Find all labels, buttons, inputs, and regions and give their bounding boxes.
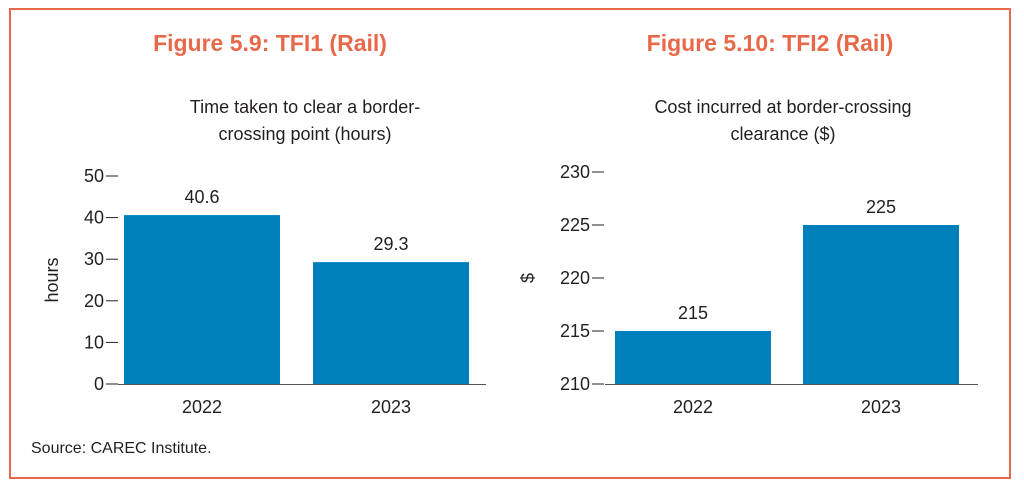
x-tick-label: 2022 (182, 397, 222, 417)
figure-frame (9, 8, 1011, 479)
y-tick-label: 50 (84, 166, 104, 186)
x-tick-label: 2023 (861, 397, 901, 417)
y-tick-label: 40 (84, 208, 104, 228)
y-tick-label: 30 (84, 249, 104, 269)
y-axis-label: $ (518, 273, 538, 283)
y-axis-label: hours (42, 257, 62, 302)
y-tick-label: 215 (560, 321, 590, 341)
chart-subtitle-right: Cost incurred at border-crossing clearan… (654, 97, 912, 144)
figure-title-right: Figure 5.10: TFI2 (Rail) (646, 30, 894, 56)
y-tick-label: 10 (84, 332, 104, 352)
figure-title-left: Figure 5.9: TFI1 (Rail) (153, 30, 387, 56)
bar (313, 262, 469, 384)
source-note: Source: CAREC Institute. (31, 440, 212, 457)
data-label: 215 (678, 303, 708, 323)
y-tick-label: 20 (84, 291, 104, 311)
data-label: 40.6 (184, 187, 219, 207)
x-tick-label: 2023 (371, 397, 411, 417)
y-tick-label: 230 (560, 162, 590, 182)
y-tick-label: 225 (560, 215, 590, 235)
bar (803, 225, 959, 384)
bar (124, 215, 280, 384)
chart-subtitle-left: Time taken to clear a border-crossing po… (189, 97, 421, 144)
data-label: 29.3 (373, 234, 408, 254)
y-tick-label: 0 (94, 374, 104, 394)
x-tick-label: 2022 (673, 397, 713, 417)
bar (615, 331, 771, 384)
y-tick-label: 210 (560, 374, 590, 394)
data-label: 225 (866, 197, 896, 217)
y-tick-label: 220 (560, 268, 590, 288)
